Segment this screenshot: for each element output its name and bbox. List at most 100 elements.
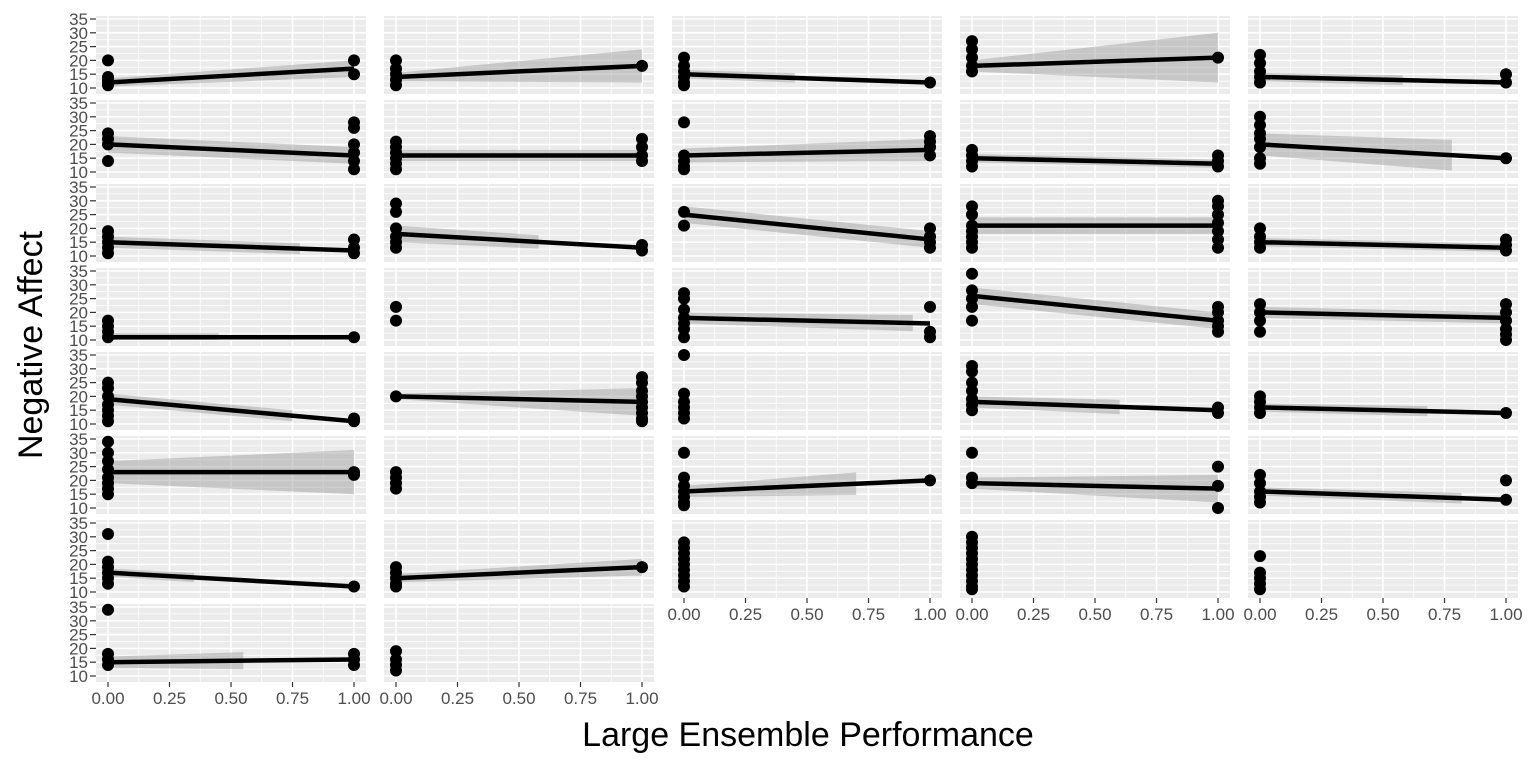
- x-tick-label: 1.00: [337, 689, 370, 708]
- data-point: [1500, 406, 1512, 419]
- data-point: [678, 219, 690, 232]
- y-tick-label: 35: [69, 346, 88, 365]
- x-axis-title: Large Ensemble Performance: [582, 716, 1034, 754]
- data-point: [348, 415, 360, 428]
- x-tick-label: 0.00: [667, 605, 700, 624]
- data-point: [636, 132, 648, 145]
- data-point: [966, 43, 978, 56]
- data-point: [1254, 57, 1266, 70]
- regression-line: [683, 147, 931, 158]
- data-point: [924, 222, 936, 235]
- data-point: [1212, 225, 1224, 238]
- x-tick-label: 0.00: [91, 689, 124, 708]
- data-point: [924, 300, 936, 313]
- x-tick-label: 0.50: [502, 689, 535, 708]
- data-point: [1212, 502, 1224, 514]
- data-point: [102, 54, 114, 67]
- y-tick-label: 20: [69, 471, 88, 490]
- data-point: [390, 222, 402, 235]
- x-tick-label: 0.25: [441, 689, 474, 708]
- data-point: [1254, 48, 1266, 61]
- regression-line: [395, 231, 643, 250]
- y-tick-label: 20: [69, 639, 88, 658]
- facet-panel: [672, 184, 942, 262]
- y-tick-label: 25: [69, 206, 88, 225]
- y-tick-label: 10: [69, 499, 88, 518]
- y-tick-label: 30: [69, 276, 88, 295]
- data-point: [1254, 110, 1266, 123]
- data-point: [1500, 244, 1512, 257]
- x-tick-label: 0.75: [276, 689, 309, 708]
- data-point: [966, 160, 978, 173]
- data-point: [102, 528, 114, 541]
- facet-panel: [1248, 436, 1518, 514]
- data-point: [390, 580, 402, 593]
- data-point: [390, 300, 402, 313]
- regression-line: [971, 155, 1219, 166]
- regression-line: [1259, 74, 1507, 85]
- x-tick-label: 0.50: [790, 605, 823, 624]
- data-point: [636, 561, 648, 574]
- data-point: [102, 603, 114, 616]
- data-point: [1212, 406, 1224, 419]
- facet-panel: [960, 100, 1230, 178]
- data-point: [1212, 216, 1224, 229]
- facet-panel: [960, 436, 1230, 514]
- facet-panel: [96, 100, 366, 178]
- facet-panel: [384, 100, 654, 178]
- data-point: [348, 154, 360, 167]
- regression-line: [971, 293, 1219, 323]
- data-point: [924, 241, 936, 254]
- y-tick-label: 30: [69, 360, 88, 379]
- data-point: [1212, 200, 1224, 213]
- data-point: [678, 163, 690, 176]
- data-point: [1254, 132, 1266, 145]
- data-point: [924, 76, 936, 89]
- facet-panel: [96, 16, 366, 94]
- data-point: [348, 68, 360, 81]
- y-tick-label: 25: [69, 458, 88, 477]
- data-point: [102, 488, 114, 501]
- y-tick-label: 30: [69, 108, 88, 127]
- x-tick-label: 1.00: [625, 689, 658, 708]
- facet-panel: [960, 16, 1230, 94]
- y-tick-label: 30: [69, 528, 88, 547]
- data-point: [390, 482, 402, 495]
- data-point: [678, 51, 690, 64]
- data-point: [678, 303, 690, 316]
- data-point: [1254, 141, 1266, 154]
- data-point: [966, 200, 978, 213]
- data-point: [348, 580, 360, 593]
- data-point: [1212, 241, 1224, 254]
- facet-panel: [1248, 352, 1518, 430]
- y-tick-label: 35: [69, 514, 88, 533]
- data-point: [966, 404, 978, 417]
- facet-panel: [96, 352, 366, 430]
- data-point: [348, 146, 360, 159]
- data-point: [966, 292, 978, 305]
- data-point: [102, 577, 114, 590]
- facet-panel: [672, 268, 942, 346]
- y-tick-label: 25: [69, 626, 88, 645]
- data-point: [348, 121, 360, 134]
- y-tick-label: 35: [69, 598, 88, 617]
- data-point: [1254, 241, 1266, 254]
- y-tick-label: 35: [69, 262, 88, 281]
- data-point: [636, 154, 648, 167]
- data-point: [1500, 306, 1512, 319]
- data-point: [348, 658, 360, 671]
- y-tick-label: 15: [69, 485, 88, 504]
- data-point: [348, 247, 360, 260]
- regression-line: [107, 570, 355, 589]
- data-point: [678, 205, 690, 218]
- facet-panel: [384, 184, 654, 262]
- regression-line: [395, 564, 643, 581]
- x-tick-label: 0.00: [955, 605, 988, 624]
- facet-panel: [1248, 184, 1518, 262]
- confidence-ribbon: [972, 474, 1218, 503]
- data-point: [348, 138, 360, 151]
- x-tick-label: 1.00: [1201, 605, 1234, 624]
- panels-layer: [96, 16, 1518, 682]
- facet-panel: [1248, 268, 1518, 346]
